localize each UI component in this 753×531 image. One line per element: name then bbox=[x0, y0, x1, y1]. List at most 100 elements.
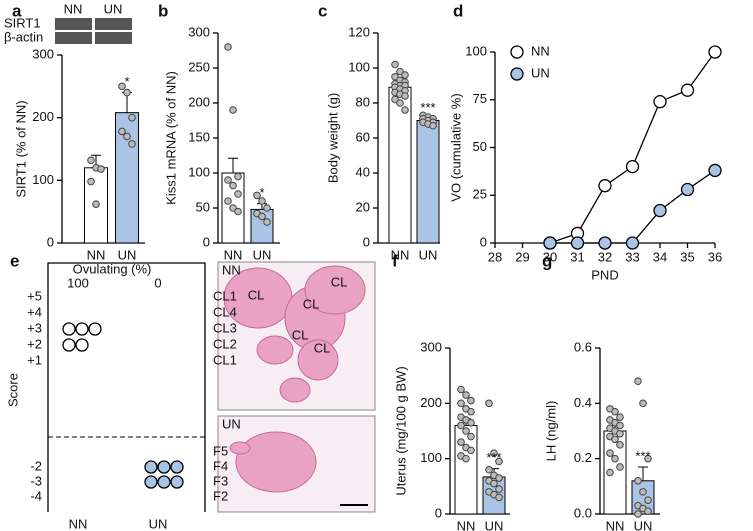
y-tick-label: 100 bbox=[32, 172, 54, 187]
y-tick-label: 20 bbox=[356, 199, 370, 214]
panel-label: c bbox=[318, 1, 327, 20]
data-point bbox=[123, 132, 131, 141]
panel-label: f bbox=[392, 251, 398, 270]
data-point bbox=[467, 432, 475, 441]
y-tick-label: 100 bbox=[348, 59, 370, 74]
score-label: +1 bbox=[27, 352, 42, 367]
significance: *** bbox=[420, 100, 435, 115]
data-point bbox=[616, 441, 624, 449]
data-point bbox=[258, 197, 266, 205]
cl-label: CL bbox=[331, 274, 348, 289]
score-label: +5 bbox=[27, 288, 42, 303]
data-point bbox=[611, 407, 619, 416]
data-point bbox=[644, 507, 652, 516]
line-point bbox=[625, 236, 640, 250]
data-point bbox=[128, 113, 136, 122]
y-axis-label: Kiss1 mRNA (% of NN) bbox=[163, 71, 178, 205]
x-tick-label: 36 bbox=[708, 249, 722, 264]
line-point bbox=[653, 95, 667, 109]
y-axis-label: Body weight (g) bbox=[325, 93, 340, 183]
blot-label: β-actin bbox=[4, 29, 43, 44]
panel-label: d bbox=[453, 1, 463, 20]
x-tick-label: 33 bbox=[625, 249, 639, 264]
histology-un-tissue bbox=[229, 431, 317, 493]
cl-label: CL bbox=[292, 327, 309, 342]
blot-band bbox=[55, 18, 92, 30]
x-tick-label: UN bbox=[419, 247, 438, 262]
score-label: -2 bbox=[30, 458, 42, 473]
x-tick-label: NN bbox=[224, 247, 243, 262]
stage-label: CL2 bbox=[213, 336, 237, 351]
data-point bbox=[616, 421, 624, 430]
stage-label: CL4 bbox=[213, 304, 237, 319]
data-point bbox=[634, 510, 642, 518]
panel-label: g bbox=[542, 251, 552, 270]
data-point bbox=[490, 479, 498, 488]
data-point bbox=[396, 67, 404, 76]
stage-label: CL1 bbox=[213, 352, 237, 367]
y-tick-label: 0.4 bbox=[574, 395, 592, 410]
error-bar bbox=[638, 466, 648, 481]
data-point bbox=[396, 99, 404, 107]
image-label: NN bbox=[222, 262, 241, 277]
data-point bbox=[234, 207, 242, 216]
score-animal bbox=[88, 322, 102, 336]
bar bbox=[416, 120, 440, 244]
data-point bbox=[634, 377, 642, 386]
x-tick-label: NN bbox=[391, 247, 410, 262]
x-tick-label: UN bbox=[149, 516, 168, 531]
data-point bbox=[229, 204, 237, 212]
data-point bbox=[467, 446, 475, 455]
line-point bbox=[680, 83, 695, 97]
data-point bbox=[224, 43, 232, 51]
cl-label: CL bbox=[248, 287, 265, 302]
y-tick-label: 300 bbox=[420, 339, 442, 354]
line bbox=[549, 51, 716, 244]
score-animal bbox=[144, 475, 158, 489]
data-point bbox=[258, 212, 266, 221]
x-tick-label: NN bbox=[87, 247, 106, 262]
score-animal bbox=[170, 475, 184, 489]
y-axis-label: Uterus (mg/100 g BW) bbox=[393, 366, 408, 495]
x-tick-label: 34 bbox=[653, 249, 667, 264]
cl-label: CL bbox=[314, 340, 331, 355]
blot-band bbox=[55, 32, 92, 44]
data-point bbox=[123, 88, 131, 97]
score-animal bbox=[62, 322, 76, 336]
x-tick-label: 29 bbox=[515, 249, 529, 264]
data-point bbox=[128, 140, 136, 148]
y-tick-label: 0.6 bbox=[574, 339, 592, 354]
data-point bbox=[457, 399, 465, 408]
score-animal bbox=[157, 460, 171, 474]
line-point bbox=[543, 236, 557, 250]
y-tick-label: 300 bbox=[32, 46, 54, 61]
score-label: +3 bbox=[27, 320, 42, 335]
score-header-value: 0 bbox=[154, 275, 161, 290]
line-point bbox=[598, 179, 612, 193]
y-tick-label: 200 bbox=[188, 94, 210, 109]
y-axis-label: SIRT1 (% of NN) bbox=[13, 100, 28, 197]
data-point bbox=[611, 454, 619, 463]
score-animal bbox=[170, 460, 184, 474]
y-tick-label: 40 bbox=[356, 164, 370, 179]
y-axis-label: LH (ng/ml) bbox=[543, 401, 558, 462]
stage-label: CL3 bbox=[213, 320, 237, 335]
score-label: +2 bbox=[27, 336, 42, 351]
data-point bbox=[234, 190, 242, 198]
legend-label: NN bbox=[531, 43, 550, 58]
data-point bbox=[87, 156, 95, 165]
score-label: -3 bbox=[30, 473, 42, 488]
data-point bbox=[616, 463, 624, 471]
score-label: -4 bbox=[30, 488, 42, 503]
data-point bbox=[616, 413, 624, 421]
y-tick-label: 75 bbox=[473, 91, 487, 106]
panel-label: e bbox=[10, 251, 19, 270]
data-point bbox=[495, 485, 503, 493]
line-point bbox=[708, 45, 722, 59]
data-point bbox=[87, 177, 95, 186]
data-point bbox=[118, 127, 126, 136]
image-label: UN bbox=[222, 416, 241, 431]
line-point bbox=[708, 163, 722, 178]
y-tick-label: 100 bbox=[420, 450, 442, 465]
y-tick-label: 0.2 bbox=[574, 450, 592, 465]
